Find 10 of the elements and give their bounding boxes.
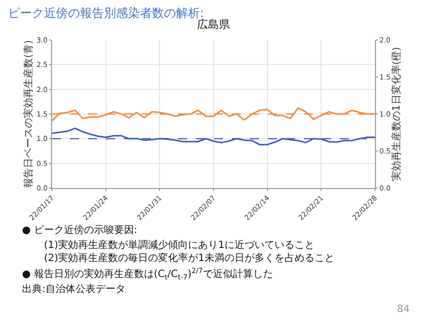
y-axis-title: 報告日ベースの実効再生産数(青) [22, 40, 34, 188]
text: ● ピーク近傍の示唆要因: [22, 224, 138, 236]
y2-axis-title: 実効再生産数の1日変化率(橙) [390, 46, 403, 182]
text: (2)実効再生産数の毎日の変化率が1未満の日が多くを占めること [44, 252, 335, 264]
chart-title: ピーク近傍の報告別感染者数の解析: [8, 6, 204, 20]
text: (1)実効再生産数が単調減少傾向にあり1に近づいていること [44, 239, 315, 251]
chart-subtitle: 広島県 [197, 18, 230, 31]
text: ● 報告日別の実効再生産数は(C$_{t}$/C$_{t-7}$)$^{2/7}$で近似計算した [22, 267, 273, 282]
text: 84 [397, 304, 410, 315]
source-note: 出典:自治体公表データ [22, 283, 126, 295]
